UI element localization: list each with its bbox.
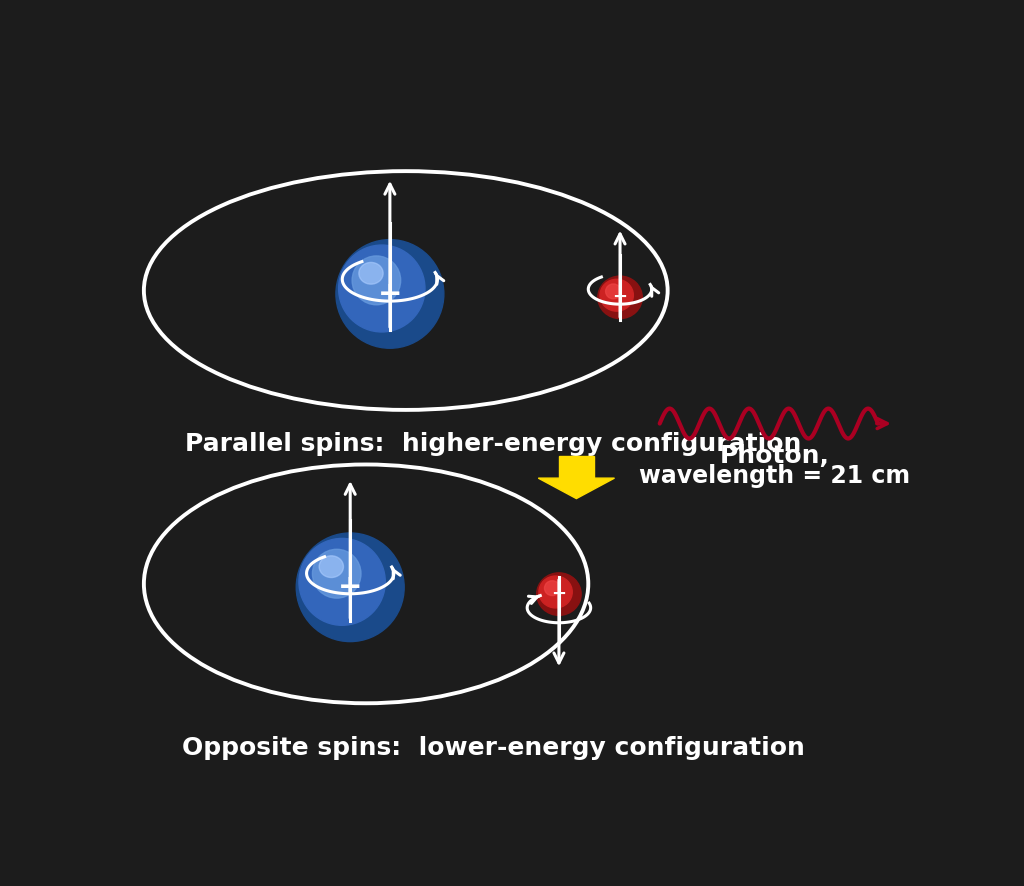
Text: wavelength = 21 cm: wavelength = 21 cm	[639, 464, 910, 488]
Text: −: −	[612, 288, 628, 307]
Ellipse shape	[598, 276, 642, 319]
Text: +: +	[338, 573, 362, 602]
Text: −: −	[551, 585, 566, 603]
Ellipse shape	[600, 279, 634, 311]
Text: Opposite spins:  lower-energy configuration: Opposite spins: lower-energy configurati…	[181, 735, 805, 759]
Polygon shape	[539, 478, 614, 499]
Ellipse shape	[339, 245, 425, 332]
Text: Parallel spins:  higher-energy configuration: Parallel spins: higher-energy configurat…	[185, 432, 801, 456]
Text: +: +	[378, 280, 402, 308]
Ellipse shape	[545, 580, 560, 595]
Ellipse shape	[319, 556, 343, 578]
Ellipse shape	[537, 573, 582, 616]
Text: Photon,: Photon,	[720, 444, 829, 468]
Ellipse shape	[299, 539, 385, 626]
Ellipse shape	[312, 549, 361, 598]
Polygon shape	[559, 455, 594, 479]
Ellipse shape	[358, 262, 383, 284]
Ellipse shape	[336, 239, 443, 348]
Ellipse shape	[352, 256, 400, 305]
Ellipse shape	[539, 576, 572, 608]
Ellipse shape	[296, 533, 404, 641]
Ellipse shape	[605, 284, 622, 299]
